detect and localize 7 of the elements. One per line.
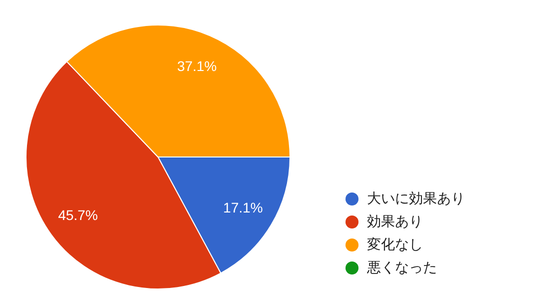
legend-label: 悪くなった <box>366 260 437 276</box>
data-label: 45.7% <box>58 207 98 224</box>
data-label: 17.1% <box>223 200 263 216</box>
data-label: 37.1% <box>177 58 217 74</box>
legend-label: 大いに効果あり <box>367 191 465 207</box>
legend-label: 効果あり <box>367 214 423 230</box>
legend-label: 変化なし <box>367 237 423 253</box>
